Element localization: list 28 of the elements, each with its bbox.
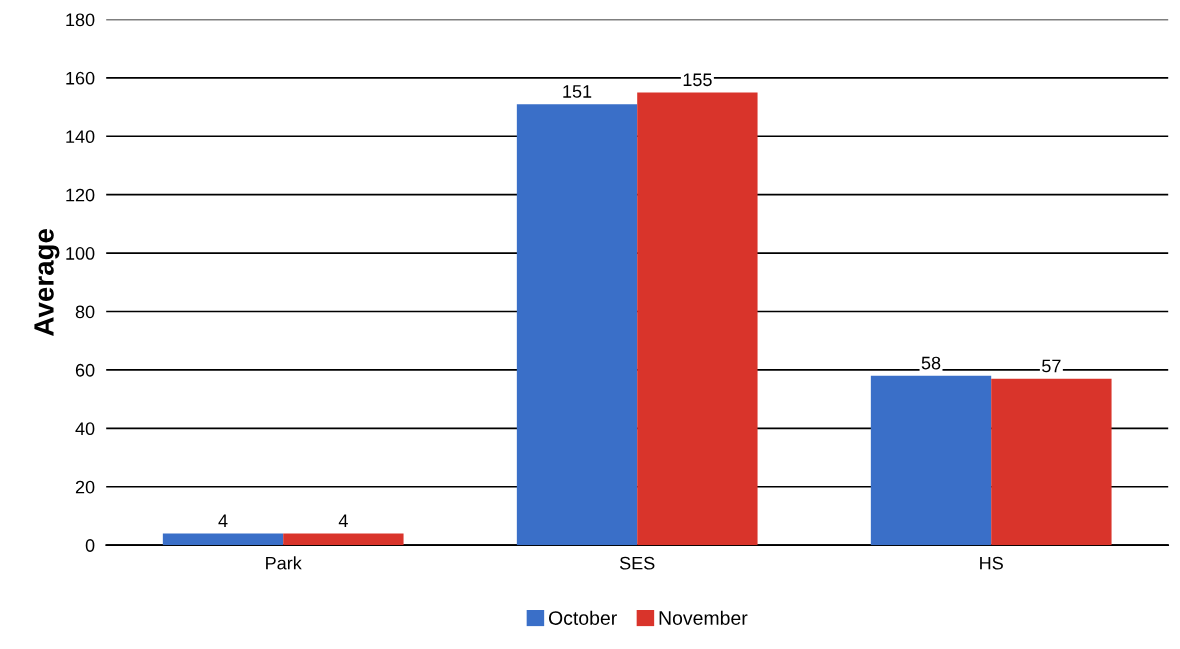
x-tick-label: HS (980, 556, 1003, 570)
legend-label: October (548, 610, 617, 625)
data-label: 58 (921, 356, 941, 370)
bar (637, 92, 758, 546)
y-tick-label: 0 (85, 539, 95, 552)
data-label: 151 (563, 85, 592, 98)
y-axis-title: Average (34, 228, 60, 336)
x-tick-label: SES (619, 556, 655, 570)
bar (162, 533, 284, 546)
x-tick-label: Park (266, 556, 302, 570)
data-label: 4 (338, 514, 348, 527)
legend-label: November (659, 610, 748, 625)
data-label: 4 (218, 514, 228, 527)
bar (991, 378, 1112, 546)
y-tick-label: 40 (75, 422, 95, 436)
data-label: 57 (1042, 359, 1061, 373)
y-tick-label: 120 (66, 188, 95, 202)
y-tick-label: 140 (66, 130, 95, 144)
y-tick-label: 100 (66, 247, 95, 260)
y-tick-label: 160 (66, 71, 95, 85)
bar (516, 104, 638, 546)
y-tick-label: 180 (66, 13, 95, 27)
y-tick-label: 80 (75, 305, 95, 319)
bar (283, 533, 404, 546)
y-tick-label: 20 (75, 480, 95, 494)
data-label: 155 (683, 73, 712, 87)
y-tick-label: 60 (75, 363, 95, 377)
bar (870, 375, 992, 546)
